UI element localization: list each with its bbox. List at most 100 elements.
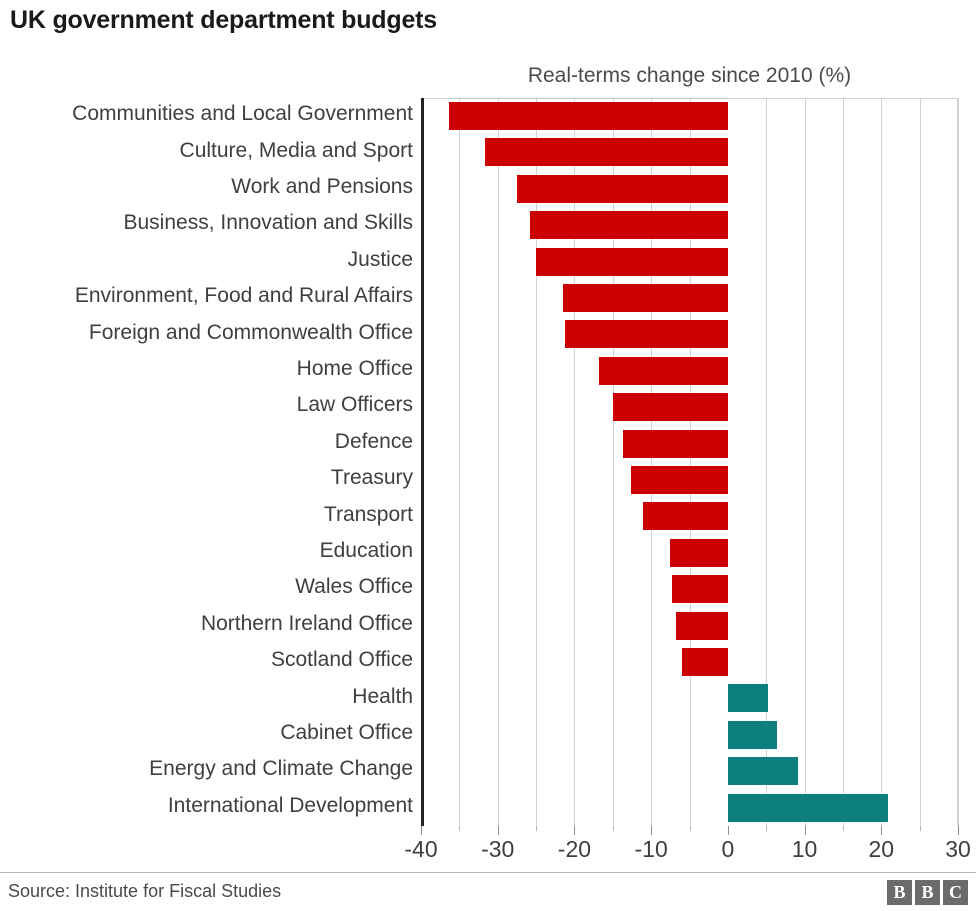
bar[interactable] (727, 793, 889, 822)
bar-row[interactable] (421, 753, 958, 790)
gridline (612, 98, 614, 826)
gridline (804, 98, 806, 826)
axis-tick-minor (689, 826, 691, 831)
chart-title: UK government department budgets (10, 6, 437, 34)
bar[interactable] (622, 429, 728, 458)
bar[interactable] (669, 538, 728, 567)
category-label: Business, Innovation and Skills (123, 211, 414, 235)
bar[interactable] (727, 757, 798, 786)
axis-tick-minor (459, 826, 461, 831)
gridline (766, 98, 768, 826)
bar-row[interactable] (421, 244, 958, 281)
bar-row[interactable] (421, 644, 958, 681)
axis-tick-major (574, 826, 576, 835)
bar[interactable] (516, 174, 728, 203)
category-label: Cabinet Office (280, 721, 413, 744)
bar[interactable] (598, 356, 728, 385)
bar-row[interactable] (421, 353, 958, 390)
bar-row[interactable] (421, 680, 958, 717)
gridline (958, 98, 959, 826)
bar[interactable] (675, 611, 728, 640)
category-label: Work and Pensions (231, 175, 413, 198)
bar[interactable] (562, 284, 728, 312)
axis-tick-minor (842, 826, 844, 831)
gridline (651, 98, 653, 826)
plot-area (421, 98, 959, 827)
category-label: Wales Office (295, 575, 413, 599)
bar[interactable] (727, 720, 777, 749)
axis-tick-minor (536, 826, 538, 831)
category-label: Treasury (330, 466, 413, 490)
category-label: Health (352, 684, 413, 708)
bar[interactable] (612, 393, 728, 422)
bar-row[interactable] (421, 426, 958, 463)
axis-tick-minor (919, 826, 921, 831)
bar[interactable] (484, 138, 728, 167)
bar-row[interactable] (421, 98, 958, 135)
category-label: Northern Ireland Office (200, 611, 413, 635)
gridline (842, 98, 844, 826)
category-label: Education (319, 539, 413, 562)
bar-row[interactable] (421, 790, 958, 827)
bar[interactable] (642, 502, 728, 531)
category-label: Foreign and Commonwealth Office (88, 320, 413, 344)
bbc-logo-block: B (887, 880, 912, 905)
bar[interactable] (448, 102, 728, 130)
category-label: International Development (167, 793, 413, 817)
bbc-logo-block: C (943, 880, 968, 905)
axis-tick-major (881, 826, 883, 835)
gridline (536, 98, 538, 826)
bar-row[interactable] (421, 608, 958, 645)
bar-row[interactable] (421, 280, 958, 317)
category-label: Culture, Media and Sport (179, 138, 413, 162)
axis-tick-label: 10 (791, 836, 818, 862)
gridline (689, 98, 691, 826)
bar-row[interactable] (421, 207, 958, 244)
bar-row[interactable] (421, 498, 958, 535)
axis-tick-minor (612, 826, 614, 831)
zero-axis-line (421, 98, 424, 826)
bar-row[interactable] (421, 134, 958, 171)
category-label: Energy and Climate Change (149, 757, 413, 781)
axis-tick-label: 20 (868, 836, 895, 862)
axis-tick-label: -40 (404, 836, 438, 862)
axis-tick-label: -30 (481, 836, 515, 862)
bar-row[interactable] (421, 316, 958, 353)
value-axis: -40 -30 -20 -10 0 10 20 30 (404, 826, 971, 870)
category-label: Justice (347, 247, 413, 271)
bar[interactable] (529, 211, 728, 240)
category-label: Home Office (296, 357, 413, 380)
category-axis-labels: Communities and Local Government Culture,… (0, 98, 421, 826)
category-label: Communities and Local Government (72, 102, 413, 126)
bar[interactable] (565, 320, 728, 349)
bar[interactable] (727, 684, 768, 713)
bar-row[interactable] (421, 462, 958, 499)
category-label: Environment, Food and Rural Affairs (74, 284, 413, 308)
axis-tick-major (421, 826, 422, 835)
axis-tick-major (651, 826, 653, 835)
axis-tick-major (727, 826, 729, 835)
bbc-logo-block: B (915, 880, 940, 905)
axis-tick-major (958, 826, 959, 835)
footer-divider (0, 872, 976, 873)
bar-row[interactable] (421, 717, 958, 754)
bar[interactable] (681, 648, 728, 676)
bar-row[interactable] (421, 535, 958, 572)
source-note: Source: Institute for Fiscal Studies (8, 881, 282, 901)
axis-tick-label: -10 (634, 836, 668, 862)
category-label: Transport (323, 502, 413, 526)
gridline (574, 98, 576, 826)
gridline (497, 98, 499, 826)
bar[interactable] (671, 575, 728, 604)
gridline (881, 98, 883, 826)
bar-row[interactable] (421, 389, 958, 426)
bar-row[interactable] (421, 171, 958, 208)
bar[interactable] (536, 247, 728, 276)
axis-tick-label: 30 (945, 836, 971, 862)
gridline (919, 98, 921, 826)
bar-row[interactable] (421, 571, 958, 608)
category-label: Scotland Office (270, 648, 413, 672)
category-label: Law Officers (296, 393, 413, 417)
bar[interactable] (631, 466, 728, 494)
axis-tick-label: 0 (721, 836, 735, 862)
